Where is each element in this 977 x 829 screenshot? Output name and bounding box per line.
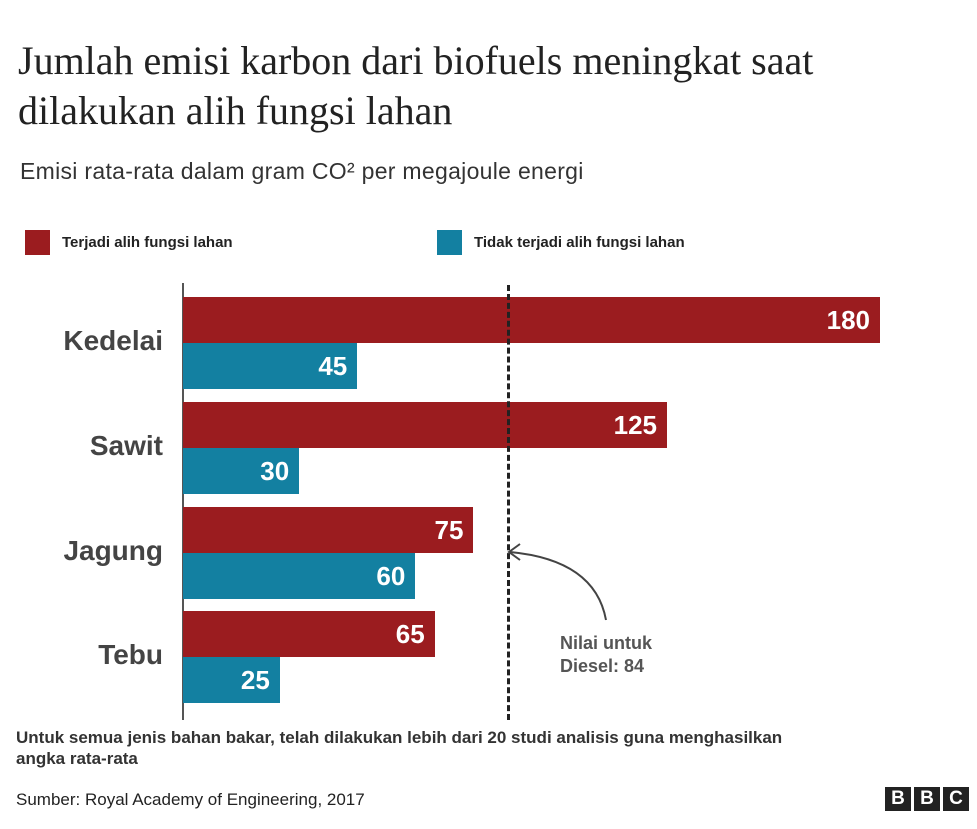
diesel-annotation: Nilai untuk Diesel: 84 — [560, 632, 710, 678]
y-axis-line — [182, 283, 184, 720]
data-label: 125 — [613, 410, 658, 440]
bar-conversion: 180 — [183, 297, 880, 343]
annotation-line-1: Nilai untuk — [560, 633, 653, 653]
data-label: 75 — [434, 515, 464, 545]
logo-letter: B — [885, 787, 911, 811]
legend-swatch-red — [25, 230, 50, 255]
logo-letter: B — [914, 787, 940, 811]
category-label: Sawit — [89, 430, 163, 461]
legend-item-no-land-conversion: Tidak terjadi alih fungsi lahan — [437, 230, 685, 255]
category-label: Kedelai — [63, 325, 163, 356]
chart-subtitle: Emisi rata-rata dalam gram CO² per megaj… — [20, 158, 584, 184]
footnote: Untuk semua jenis bahan bakar, telah dil… — [16, 728, 783, 768]
bar-no-conversion: 45 — [183, 343, 358, 389]
bar-no-conversion: 60 — [183, 553, 416, 599]
bar-no-conversion: 25 — [183, 657, 280, 703]
legend-label: Tidak terjadi alih fungsi lahan — [474, 234, 685, 251]
logo-letter: C — [943, 787, 969, 811]
data-label: 30 — [260, 456, 290, 486]
bbc-logo: B B C — [885, 787, 969, 811]
bar-no-conversion: 30 — [183, 448, 300, 494]
annotation-line-2: Diesel: 84 — [560, 656, 645, 676]
data-label: 45 — [318, 351, 348, 381]
bar-conversion: 75 — [183, 507, 474, 553]
bar-conversion: 65 — [183, 611, 435, 657]
data-label: 25 — [240, 665, 270, 695]
bar-conversion: 125 — [183, 402, 668, 448]
data-label: 60 — [376, 561, 406, 591]
legend-swatch-blue — [437, 230, 462, 255]
category-label: Tebu — [98, 639, 163, 670]
diesel-reference-line — [507, 285, 511, 720]
chart-title: Jumlah emisi karbon dari biofuels mening… — [18, 38, 814, 133]
legend-label: Terjadi alih fungsi lahan — [62, 234, 233, 251]
source-text: Sumber: Royal Academy of Engineering, 20… — [16, 790, 365, 809]
data-label: 65 — [395, 619, 425, 649]
category-label: Jagung — [63, 535, 163, 566]
legend-item-land-conversion: Terjadi alih fungsi lahan — [25, 230, 233, 255]
arrow-icon — [507, 543, 607, 621]
data-label: 180 — [826, 305, 870, 335]
